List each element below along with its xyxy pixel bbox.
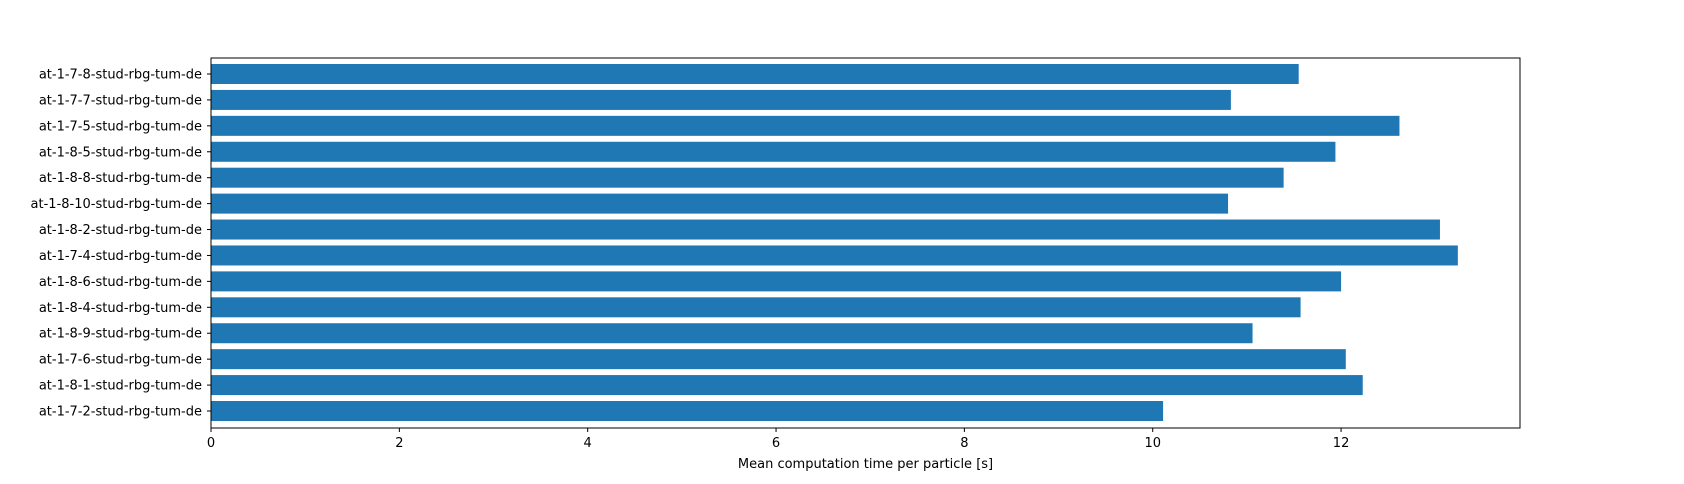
y-tick-label: at-1-8-1-stud-rbg-tum-de	[39, 379, 202, 394]
x-tick-label: 2	[395, 436, 403, 451]
x-axis: 0 2 4 6 8 10 12	[207, 428, 1349, 451]
bar	[211, 297, 1301, 318]
bar	[211, 193, 1229, 214]
y-tick-label: at-1-7-7-stud-rbg-tum-de	[39, 93, 202, 108]
bar	[211, 141, 1336, 162]
bars-layer	[211, 64, 1458, 421]
y-tick-label: at-1-7-4-stud-rbg-tum-de	[39, 249, 202, 264]
bar	[211, 271, 1342, 292]
bar	[211, 245, 1458, 266]
y-tick-label: at-1-7-6-stud-rbg-tum-de	[39, 353, 202, 368]
y-tick-label: at-1-8-4-stud-rbg-tum-de	[39, 301, 202, 316]
plot-frame	[210, 57, 1521, 429]
x-axis-label: Mean computation time per particle [s]	[738, 457, 993, 472]
bar	[211, 375, 1363, 396]
y-tick-label: at-1-7-2-stud-rbg-tum-de	[39, 405, 202, 420]
bar	[211, 64, 1299, 84]
bar	[211, 219, 1440, 240]
bar	[211, 401, 1164, 421]
y-tick-label: at-1-8-8-stud-rbg-tum-de	[39, 171, 202, 186]
bar	[211, 115, 1400, 136]
y-tick-label: at-1-8-9-stud-rbg-tum-de	[39, 327, 202, 342]
y-axis: at-1-7-8-stud-rbg-tum-de at-1-7-7-stud-rb…	[31, 68, 211, 420]
x-tick-label: 6	[772, 436, 780, 451]
x-tick-label: 12	[1333, 436, 1350, 451]
bar	[211, 167, 1284, 188]
y-tick-label: at-1-8-10-stud-rbg-tum-de	[31, 197, 202, 212]
bar	[211, 89, 1231, 110]
x-tick-label: 0	[207, 436, 215, 451]
x-tick-label: 8	[960, 436, 968, 451]
x-tick-label: 10	[1144, 436, 1161, 451]
bar	[211, 323, 1253, 344]
y-tick-label: at-1-8-5-stud-rbg-tum-de	[39, 145, 202, 160]
y-tick-label: at-1-7-8-stud-rbg-tum-de	[39, 68, 202, 83]
y-tick-label: at-1-8-6-stud-rbg-tum-de	[39, 275, 202, 290]
x-tick-label: 4	[584, 436, 592, 451]
bar	[211, 349, 1346, 370]
y-tick-label: at-1-8-2-stud-rbg-tum-de	[39, 223, 202, 238]
y-tick-label: at-1-7-5-stud-rbg-tum-de	[39, 119, 202, 134]
